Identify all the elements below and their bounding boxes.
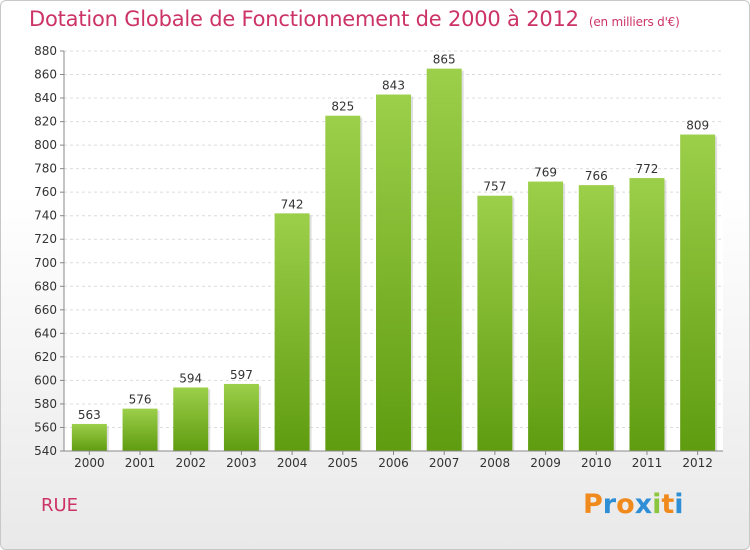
- bar-2009: [528, 181, 564, 451]
- bar-2011: [629, 178, 665, 451]
- bar-2010: [578, 185, 614, 451]
- unit-note: (en milliers d'€): [588, 15, 680, 29]
- x-tick-label-2007: 2007: [429, 456, 460, 470]
- logo-letter: i: [674, 489, 684, 520]
- y-tick-label: 860: [34, 68, 57, 82]
- y-tick-label: 660: [34, 303, 57, 317]
- chart-title: Dotation Globale de Fonctionnement de 20…: [29, 7, 680, 31]
- logo-letter: P: [583, 489, 603, 520]
- value-label-2001: 576: [129, 393, 152, 407]
- bar-2003: [223, 383, 259, 451]
- y-tick-label: 540: [34, 444, 57, 458]
- logo-letter: i: [652, 489, 662, 520]
- logo-letter: r: [602, 489, 617, 520]
- bar-2000: [71, 423, 107, 451]
- value-label-2011: 772: [636, 162, 659, 176]
- value-label-2003: 597: [230, 368, 253, 382]
- bar-2004: [274, 213, 310, 451]
- x-tick-label-2008: 2008: [480, 456, 511, 470]
- y-tick-label: 620: [34, 350, 57, 364]
- x-tick-label-2004: 2004: [277, 456, 308, 470]
- x-tick-label-2010: 2010: [581, 456, 612, 470]
- y-tick-label: 800: [34, 138, 57, 152]
- y-tick-label: 720: [34, 232, 57, 246]
- y-tick-label: 820: [34, 115, 57, 129]
- y-tick-label: 580: [34, 397, 57, 411]
- x-tick-label-2003: 2003: [226, 456, 257, 470]
- value-label-2009: 769: [534, 166, 557, 180]
- x-tick-label-2011: 2011: [632, 456, 663, 470]
- y-tick-label: 600: [34, 373, 57, 387]
- x-tick-label-2009: 2009: [530, 456, 561, 470]
- value-label-2005: 825: [331, 100, 354, 114]
- bar-2007: [426, 68, 462, 451]
- value-label-2006: 843: [382, 79, 405, 93]
- chart-title-text: Dotation Globale de Fonctionnement de 20…: [29, 7, 579, 31]
- logo-letter: t: [661, 489, 675, 520]
- value-label-2004: 742: [281, 197, 304, 211]
- y-tick-label: 780: [34, 162, 57, 176]
- y-tick-label: 700: [34, 256, 57, 270]
- y-tick-label: 640: [34, 326, 57, 340]
- x-tick-label-2002: 2002: [175, 456, 206, 470]
- bar-2008: [477, 195, 513, 451]
- bar-2001: [122, 408, 158, 451]
- y-tick-label: 880: [34, 44, 57, 58]
- bar-2012: [680, 134, 716, 451]
- location-label: RUE: [41, 495, 79, 516]
- value-label-2012: 809: [686, 119, 709, 133]
- proxiti-logo: Proxiti: [583, 489, 684, 520]
- y-tick-label: 680: [34, 279, 57, 293]
- bar-2006: [376, 94, 411, 451]
- x-tick-label-2001: 2001: [125, 456, 156, 470]
- logo-letter: x: [634, 489, 653, 520]
- y-tick-label: 740: [34, 209, 57, 223]
- logo-letter: o: [616, 489, 635, 520]
- value-label-2000: 563: [78, 408, 101, 422]
- value-label-2002: 594: [179, 371, 202, 385]
- x-tick-label-2000: 2000: [74, 456, 105, 470]
- value-label-2008: 757: [483, 180, 506, 194]
- value-label-2007: 865: [433, 53, 456, 67]
- x-tick-label-2012: 2012: [682, 456, 713, 470]
- x-tick-label-2006: 2006: [378, 456, 409, 470]
- y-tick-label: 760: [34, 185, 57, 199]
- value-label-2010: 766: [585, 169, 608, 183]
- y-tick-label: 560: [34, 420, 57, 434]
- bar-2005: [325, 115, 361, 452]
- x-tick-label-2005: 2005: [328, 456, 359, 470]
- bar-2002: [173, 387, 209, 451]
- y-tick-label: 840: [34, 91, 57, 105]
